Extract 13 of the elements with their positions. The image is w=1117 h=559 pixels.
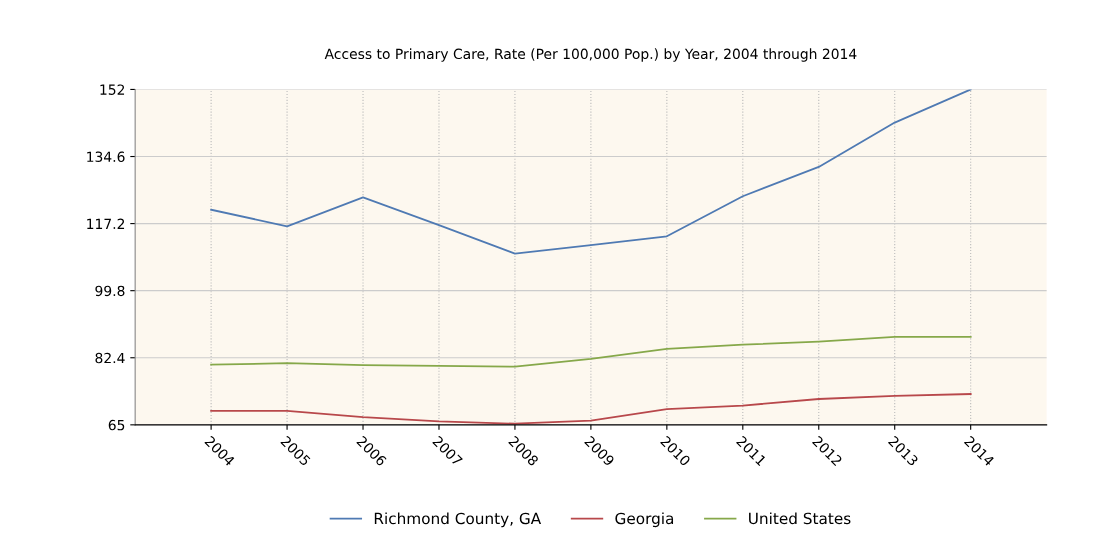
y-tick-label: 152 [100,84,125,95]
legend-label: Richmond County, GA [374,512,542,528]
legend-label: United States [749,512,851,525]
line-series [210,336,972,368]
legend-label: Georgia [615,512,674,528]
chart-title: Access to Primary Care, Rate (Per 100,000 Pop.) by Year, 2004 through 2014 [324,48,857,62]
y-tick-label: 82.4 [95,352,125,364]
line-series [210,393,972,425]
y-tick-label: 117.2 [87,218,125,229]
y-tick-label: 134.6 [87,151,125,162]
y-tick-label: 65 [108,419,125,431]
y-tick-label: 99.8 [95,285,125,297]
line-series [210,89,972,255]
